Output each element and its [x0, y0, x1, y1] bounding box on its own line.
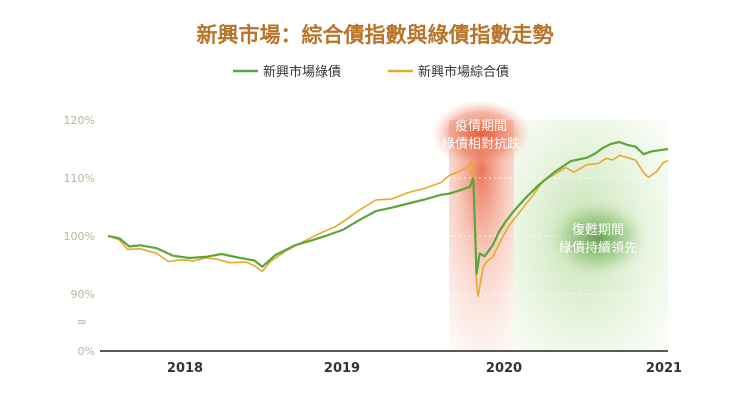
legend: 新興市場綠債 新興市場綜合債 [233, 64, 509, 80]
y-tick-label: 120% [64, 114, 95, 127]
chart-title: 新興市場：綜合債指數與綠債指數走勢 [197, 23, 554, 47]
axis-break-symbol: ≈ [77, 315, 88, 330]
y-axis-ticks: 120% 110% 100% 90% 0% [64, 114, 95, 358]
series-line-aggregate-bond [107, 154, 669, 298]
covid-annotation-line1: 疫情期間 [455, 118, 507, 134]
series-lines [107, 140, 669, 298]
legend-label-orange: 新興市場綜合債 [418, 64, 509, 80]
y-tick-label: 0% [78, 345, 95, 358]
y-tick-label: 100% [64, 230, 95, 243]
y-tick-label: 110% [64, 172, 95, 185]
covid-annotation-bubble [431, 100, 531, 168]
recovery-annotation-bubble [548, 200, 648, 276]
recovery-annotation-line1: 復甦期間 [572, 222, 624, 238]
x-tick-label: 2021 [646, 361, 682, 376]
series-line-green-bond [107, 140, 669, 275]
band-dotted-lines [449, 177, 668, 295]
covid-annotation-line2: 綠債相對抗跌 [442, 136, 520, 152]
x-tick-label: 2018 [167, 361, 203, 376]
y-tick-label: 90% [71, 288, 95, 301]
legend-label-green: 新興市場綠債 [263, 64, 341, 80]
recovery-annotation-line2: 綠債持續領先 [559, 240, 637, 256]
x-axis-ticks: 2018 2019 2020 2021 [167, 361, 682, 376]
x-tick-label: 2020 [486, 361, 522, 376]
x-tick-label: 2019 [324, 361, 360, 376]
